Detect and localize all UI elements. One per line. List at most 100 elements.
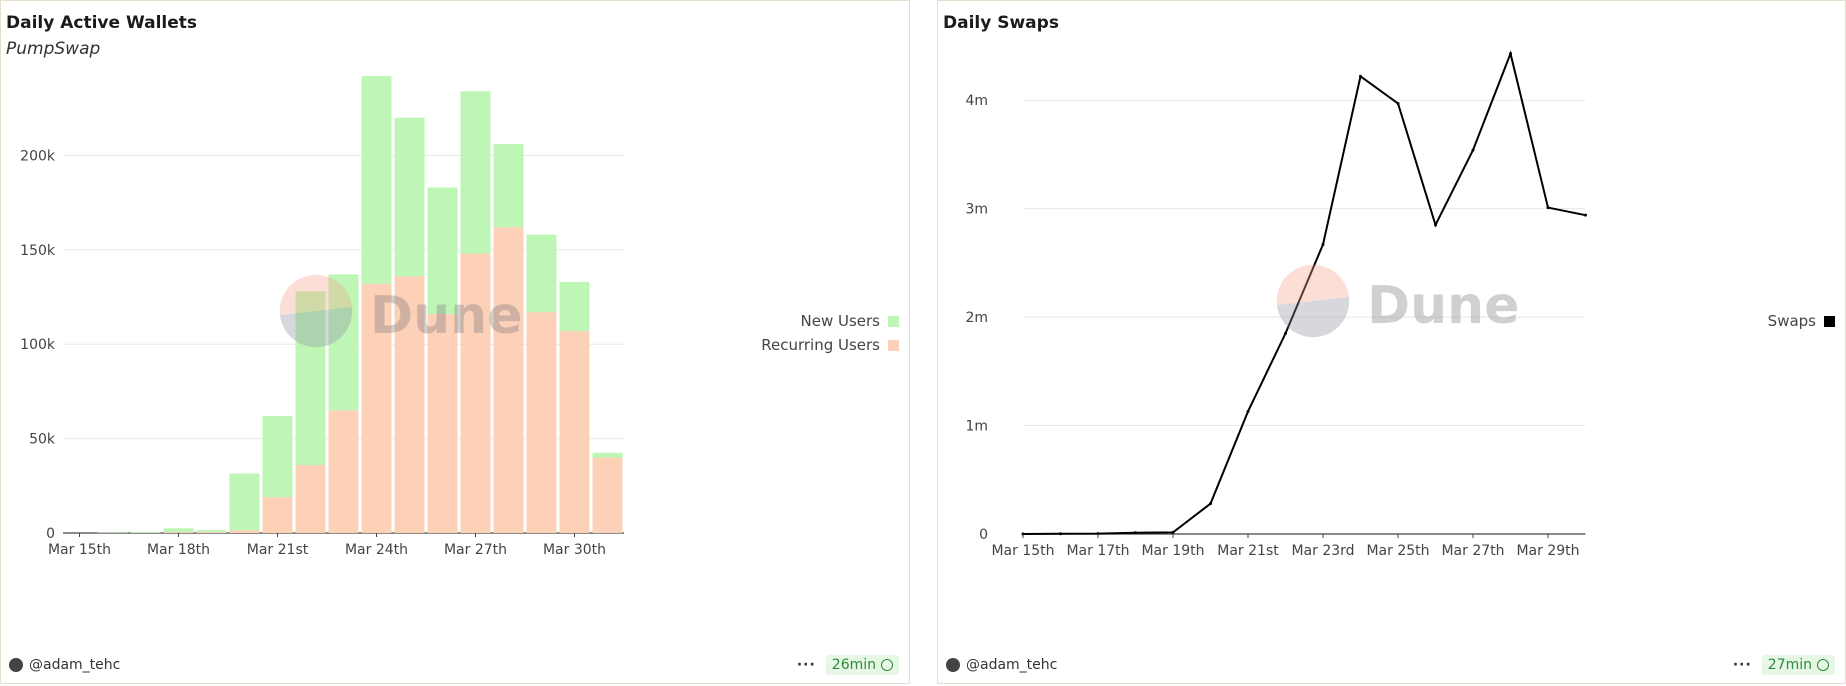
bar-new-users[interactable] bbox=[559, 281, 590, 331]
swaps-point[interactable] bbox=[1509, 52, 1512, 56]
dune-watermark: Dune bbox=[279, 274, 522, 348]
bar-new-users[interactable] bbox=[262, 415, 293, 498]
y-tick-label: 0 bbox=[46, 526, 55, 542]
bar-new-users[interactable] bbox=[229, 473, 260, 531]
swaps-point[interactable] bbox=[1471, 148, 1475, 152]
bar-new-users[interactable] bbox=[592, 452, 623, 458]
bar-new-users[interactable] bbox=[460, 91, 491, 254]
bar-recurring-users[interactable] bbox=[361, 283, 392, 533]
x-tick-label: Mar 30th bbox=[543, 542, 606, 558]
swaps-point[interactable] bbox=[1246, 409, 1250, 413]
swaps-point[interactable] bbox=[1359, 74, 1362, 78]
y-tick-label: 0 bbox=[979, 527, 988, 543]
bar-chart: 0 50k 100k 150k 200k Mar 15th Mar 18th Mar 21st… bbox=[20, 76, 624, 558]
daily-active-wallets-panel: Daily Active Wallets PumpSwap 0 50k 100k 15… bbox=[0, 0, 910, 684]
swaps-point[interactable] bbox=[1434, 223, 1437, 227]
x-tick-label: Mar 17th bbox=[1066, 543, 1129, 559]
legend-item-recurring-users[interactable]: Recurring Users bbox=[761, 333, 899, 357]
refresh-age-badge[interactable]: 26min bbox=[825, 655, 899, 675]
x-tick-label: Mar 29th bbox=[1516, 543, 1579, 559]
y-tick-label: 1m bbox=[965, 419, 988, 435]
bar-recurring-users[interactable] bbox=[229, 530, 260, 533]
footer-actions: ··· 26min bbox=[797, 655, 899, 675]
swaps-point[interactable] bbox=[1284, 331, 1287, 335]
line-chart: 0 1m 2m 3m 4m Mar 15th Mar 17th Mar 19th Mar 21s… bbox=[965, 50, 1587, 559]
daily-swaps-panel: Daily Swaps 0 1m 2m 3m 4m Mar 15th Mar 17th Mar… bbox=[937, 0, 1846, 684]
y-tick-label: 200k bbox=[20, 148, 56, 164]
bar-recurring-users[interactable] bbox=[559, 330, 590, 533]
chart-title: Daily Swaps bbox=[943, 13, 1059, 33]
y-tick-label: 50k bbox=[29, 432, 56, 448]
watermark-text: Dune bbox=[1367, 276, 1519, 336]
x-tick-label: Mar 21st bbox=[1217, 543, 1279, 559]
y-tick-label: 3m bbox=[965, 202, 988, 218]
bar-new-users[interactable] bbox=[295, 291, 326, 466]
x-tick-label: Mar 25th bbox=[1366, 543, 1429, 559]
dune-watermark: Dune bbox=[1276, 264, 1519, 338]
bar-recurring-users[interactable] bbox=[262, 497, 293, 533]
bar-recurring-users[interactable] bbox=[493, 227, 524, 534]
bar-new-users[interactable] bbox=[493, 144, 524, 228]
swaps-point[interactable] bbox=[1096, 532, 1100, 536]
bar-new-users[interactable] bbox=[328, 274, 359, 411]
check-circle-icon bbox=[1817, 659, 1829, 671]
author-name: @adam_tehc bbox=[966, 657, 1058, 673]
x-tick-label: Mar 27th bbox=[444, 542, 507, 558]
bar-recurring-users[interactable] bbox=[394, 276, 425, 533]
chart-title: Daily Active Wallets bbox=[6, 13, 198, 33]
y-tick-label: 150k bbox=[20, 243, 56, 259]
y-tick-label: 100k bbox=[20, 337, 56, 353]
check-circle-icon bbox=[881, 659, 893, 671]
avatar bbox=[9, 658, 23, 672]
bar-recurring-users[interactable] bbox=[592, 457, 623, 533]
line-legend[interactable]: Swaps bbox=[1768, 309, 1835, 333]
bar-recurring-users[interactable] bbox=[163, 532, 194, 533]
legend-swatch-recurring-users bbox=[888, 339, 899, 351]
bar-new-users[interactable] bbox=[163, 528, 194, 533]
bar-recurring-users[interactable] bbox=[427, 313, 458, 533]
bar-new-users[interactable] bbox=[130, 532, 161, 533]
more-options-icon[interactable]: ··· bbox=[1732, 657, 1752, 673]
legend-item-swaps[interactable]: Swaps bbox=[1768, 309, 1835, 333]
y-tick-label: 2m bbox=[965, 310, 988, 326]
x-tick-label: Mar 24th bbox=[345, 542, 408, 558]
x-tick-label: Mar 19th bbox=[1141, 543, 1204, 559]
swaps-point[interactable] bbox=[1059, 532, 1062, 536]
bar-legend[interactable]: New Users Recurring Users bbox=[761, 309, 899, 357]
x-tick-label: Mar 21st bbox=[247, 542, 309, 558]
refresh-age: 27min bbox=[1767, 657, 1812, 673]
bar-new-users[interactable] bbox=[394, 117, 425, 277]
bar-new-users[interactable] bbox=[196, 530, 227, 533]
x-tick-label: Mar 15th bbox=[991, 543, 1054, 559]
bar-recurring-users[interactable] bbox=[526, 312, 557, 533]
y-tick-label: 4m bbox=[965, 93, 988, 109]
bar-recurring-users[interactable] bbox=[460, 253, 491, 534]
bar-new-users[interactable] bbox=[427, 187, 458, 314]
swaps-point[interactable] bbox=[1134, 531, 1137, 535]
x-tick-label: Mar 18th bbox=[147, 542, 210, 558]
chart-subtitle: PumpSwap bbox=[6, 39, 101, 59]
author-link[interactable]: @adam_tehc bbox=[9, 657, 120, 673]
refresh-age-badge[interactable]: 27min bbox=[1761, 655, 1835, 675]
avatar bbox=[946, 658, 960, 672]
bar-new-users[interactable] bbox=[526, 234, 557, 313]
bar-new-users[interactable] bbox=[361, 76, 392, 284]
legend-swatch-swaps bbox=[1824, 315, 1835, 327]
swaps-point[interactable] bbox=[1321, 242, 1325, 246]
refresh-age: 26min bbox=[831, 657, 876, 673]
swaps-point[interactable] bbox=[1396, 101, 1400, 105]
swaps-point[interactable] bbox=[1171, 530, 1175, 534]
x-tick-label: Mar 27th bbox=[1441, 543, 1504, 559]
author-link[interactable]: @adam_tehc bbox=[946, 657, 1057, 673]
swaps-point[interactable] bbox=[1546, 206, 1550, 210]
swaps-point[interactable] bbox=[1584, 213, 1587, 217]
swaps-line[interactable] bbox=[1022, 50, 1586, 535]
legend-item-new-users[interactable]: New Users bbox=[761, 309, 899, 333]
bar-recurring-users[interactable] bbox=[295, 465, 326, 533]
legend-label-swaps: Swaps bbox=[1767, 312, 1816, 330]
more-options-icon[interactable]: ··· bbox=[796, 657, 816, 673]
swaps-point[interactable] bbox=[1209, 502, 1212, 506]
bar-recurring-users[interactable] bbox=[196, 532, 227, 533]
bar-recurring-users[interactable] bbox=[328, 410, 359, 533]
author-name: @adam_tehc bbox=[29, 657, 121, 673]
